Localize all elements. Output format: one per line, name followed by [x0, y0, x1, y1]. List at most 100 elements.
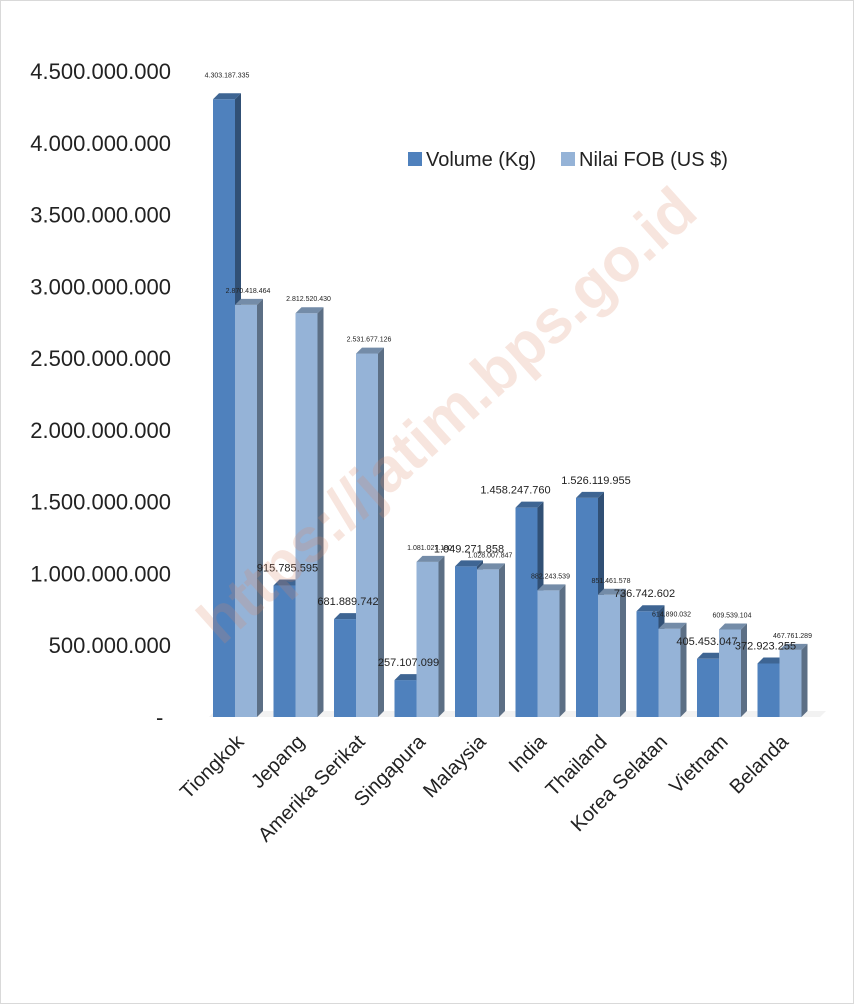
- data-label: 736.742.602: [614, 588, 675, 600]
- legend-swatch-nilai-fob: [561, 152, 575, 166]
- bar-top: [719, 623, 747, 630]
- bar-front: [598, 594, 620, 717]
- data-labels: 4.303.187.335 2.870.418.464 915.785.595 2.8…: [205, 72, 812, 669]
- bar-front: [719, 629, 741, 717]
- bar-front: [576, 497, 598, 717]
- bar-nilai-fob-singapura: [416, 555, 445, 717]
- bar-side: [257, 298, 263, 717]
- bar-top: [537, 584, 566, 591]
- data-label: 1.028.007.847: [468, 552, 513, 559]
- data-label: 1.081.027.180: [407, 545, 452, 552]
- data-label: 915.785.595: [257, 563, 318, 575]
- data-label: 405.453.047: [676, 636, 737, 648]
- bar-front: [273, 585, 296, 717]
- bar-nilai-fob-thailand: [598, 588, 626, 717]
- bar-nilai-fob-jepang: [295, 307, 324, 717]
- bar-top: [394, 674, 423, 681]
- bar-nilai-fob-belanda: [779, 643, 808, 717]
- y-tick-label: 1.500.000.000: [30, 490, 171, 515]
- x-tick-label: Amerika Serikat: [254, 731, 370, 847]
- bar-side: [438, 555, 445, 717]
- bar-top: [455, 560, 483, 567]
- data-label: 467.761.289: [773, 633, 812, 640]
- bar-nilai-fob-india: [537, 584, 566, 717]
- bar-side: [680, 622, 687, 717]
- data-label: 2.870.418.464: [226, 288, 271, 295]
- data-label: 882.243.539: [531, 573, 570, 580]
- bar-front: [213, 99, 235, 718]
- bar-side: [317, 307, 324, 717]
- legend: Volume (Kg) Nilai FOB (US $): [408, 149, 728, 171]
- bar-front: [779, 649, 802, 717]
- legend-label-nilai-fob: Nilai FOB (US $): [579, 149, 728, 171]
- x-tick-label: Tiongkok: [176, 730, 249, 803]
- data-label: 372.923.255: [735, 640, 796, 652]
- bar-front: [477, 569, 499, 717]
- bar-top: [779, 643, 808, 650]
- legend-swatch-volume: [408, 152, 422, 166]
- bar-top: [295, 307, 324, 314]
- data-label: 851.461.578: [592, 578, 631, 585]
- bar-top: [334, 613, 362, 620]
- data-label: 4.303.187.335: [205, 72, 250, 79]
- data-label: 681.889.742: [317, 596, 378, 608]
- bar-front: [636, 611, 659, 717]
- bar-front: [394, 680, 417, 717]
- y-tick-label: 1.000.000.000: [30, 561, 171, 586]
- bar-front: [235, 304, 257, 717]
- bar-nilai-fob-korea-selatan: [658, 622, 687, 717]
- data-label: 609.539.104: [713, 612, 752, 619]
- y-tick-label: 3.500.000.000: [30, 203, 171, 228]
- bars: [209, 93, 826, 718]
- bar-nilai-fob-amerika-serikat: [356, 347, 384, 717]
- data-label: 2.531.677.126: [347, 337, 392, 344]
- data-label: 2.812.520.430: [286, 296, 331, 303]
- bar-side: [499, 563, 505, 717]
- bar-top: [598, 588, 626, 595]
- bar-top: [576, 491, 604, 498]
- bar-nilai-fob-malaysia: [477, 563, 505, 717]
- bar-top: [356, 347, 384, 354]
- x-tick-label: Jepang: [247, 731, 309, 793]
- bar-top: [477, 563, 505, 570]
- bar-front: [334, 619, 356, 717]
- bar-top: [636, 605, 665, 612]
- bar-front: [537, 590, 560, 717]
- x-tick-label: India: [505, 730, 552, 777]
- bar-top: [697, 652, 725, 659]
- bar-top: [515, 501, 544, 508]
- data-label: 1.458.247.760: [480, 485, 550, 497]
- bar-nilai-fob-tiongkok: [235, 298, 263, 717]
- bar-side: [620, 588, 626, 717]
- watermark: https://jatim.bps.go.id: [185, 175, 710, 657]
- y-tick-label: -: [156, 705, 163, 730]
- bar-front: [697, 658, 719, 717]
- bar-front: [658, 628, 681, 717]
- bar-top: [658, 622, 687, 629]
- bar-top: [757, 657, 786, 664]
- y-tick-label: 2.000.000.000: [30, 418, 171, 443]
- bar-front: [757, 663, 780, 717]
- legend-label-volume: Volume (Kg): [426, 149, 536, 171]
- bar-side: [741, 623, 747, 717]
- y-tick-label: 2.500.000.000: [30, 346, 171, 371]
- y-tick-label: 3.000.000.000: [30, 274, 171, 299]
- bar-top: [235, 298, 263, 305]
- bar-front: [455, 566, 477, 717]
- bar-top: [416, 555, 445, 562]
- y-tick-label: 4.500.000.000: [30, 59, 171, 84]
- bar-top: [213, 93, 241, 100]
- y-tick-label: 4.000.000.000: [30, 131, 171, 156]
- data-label: 257.107.099: [378, 657, 439, 669]
- bar-nilai-fob-vietnam: [719, 623, 747, 717]
- data-label: 1.526.119.955: [561, 475, 631, 487]
- bar-side: [378, 347, 384, 717]
- y-axis: - 500.000.000 1.000.000.000 1.500.000.000 2.…: [30, 59, 171, 730]
- bar-top: [273, 579, 302, 586]
- x-tick-label: Belanda: [726, 730, 794, 798]
- bar-side: [801, 643, 808, 717]
- data-label: 1.049.271.858: [434, 543, 504, 555]
